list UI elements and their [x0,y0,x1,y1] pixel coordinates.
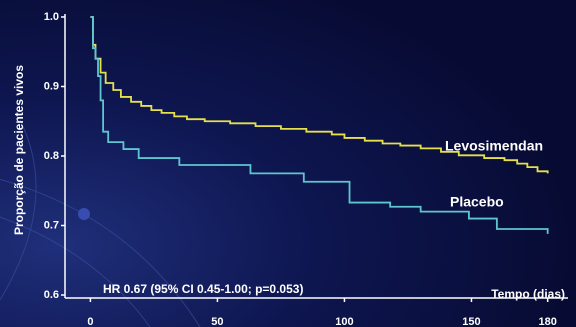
y-axis-label: Proporção de pacientes vivos [12,65,26,235]
series-label: Placebo [450,194,504,210]
y-tick-label: 0.9 [44,80,59,92]
decoration-dot [78,208,90,220]
background [0,0,576,327]
y-tick-label: 0.8 [44,150,59,162]
x-tick-label: 100 [335,316,353,327]
x-tick-label: 180 [538,316,556,327]
series-label: Levosimendan [445,138,543,154]
x-tick-label: 0 [87,316,93,327]
x-tick-label: 150 [462,316,480,327]
x-tick-label: 50 [211,316,223,327]
y-tick-label: 0.7 [44,219,59,231]
y-tick-label: 0.6 [44,289,59,301]
chart: Proporção de pacientes vivos Tempo (dias… [0,0,576,327]
x-axis-label: Tempo (dias) [491,287,565,301]
y-tick-label: 1.0 [44,11,59,23]
annotation: HR 0.67 (95% CI 0.45-1.00; p=0.053) [103,282,303,296]
